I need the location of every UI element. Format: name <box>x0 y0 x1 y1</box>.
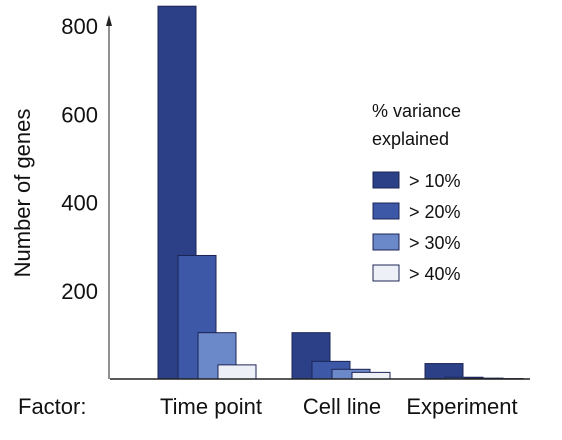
y-tick-label: 200 <box>61 279 98 304</box>
legend-items: > 10% > 20% > 30% > 40% <box>372 171 461 284</box>
y-tick-label: 800 <box>61 14 98 39</box>
bar <box>424 363 464 380</box>
legend-swatch <box>372 171 400 189</box>
legend-swatch <box>372 233 400 251</box>
y-tick-label: 600 <box>61 102 98 127</box>
legend-swatch <box>372 202 400 220</box>
x-category-label: Cell line <box>303 394 381 419</box>
bar <box>351 371 391 380</box>
legend-label: > 40% <box>409 264 461 284</box>
legend: % variance explained > 10% > 20% > 30% > 40… <box>372 101 461 284</box>
legend-title-line-1: % variance <box>372 101 461 121</box>
legend-title-line-2: explained <box>372 129 449 149</box>
legend-label: > 20% <box>409 202 461 222</box>
legend-swatch <box>372 264 400 282</box>
x-category-label: Time point <box>160 394 262 419</box>
x-axis-label: Factor: <box>18 394 86 419</box>
legend-label: > 30% <box>409 233 461 253</box>
y-tick-label: 400 <box>61 191 98 216</box>
bar <box>217 364 257 380</box>
axis-layer <box>106 15 530 380</box>
y-axis-label: Number of genes <box>10 109 35 278</box>
legend-label: > 10% <box>409 171 461 191</box>
bars-layer <box>157 5 524 380</box>
category-labels: Time point Cell line Experiment <box>160 394 518 419</box>
x-category-label: Experiment <box>406 394 517 419</box>
y-axis-arrow <box>106 15 112 26</box>
ticks-layer: 200 400 600 800 <box>61 14 98 304</box>
